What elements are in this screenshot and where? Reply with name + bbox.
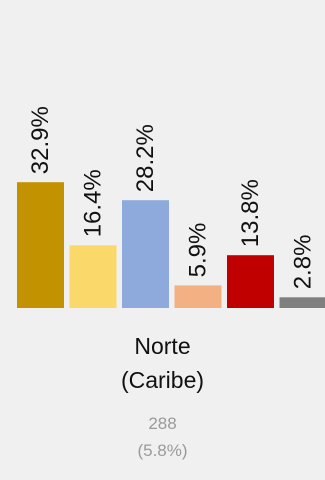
bar-value-label-6: 2.8% <box>290 235 317 290</box>
count-value: 288 <box>0 412 325 436</box>
region-label-line2: (Caribe) <box>0 365 325 396</box>
bar-2 <box>70 245 117 308</box>
bar-1 <box>17 182 64 308</box>
bar-6 <box>280 297 325 308</box>
bar-4 <box>175 285 222 308</box>
region-label-line1: Norte <box>0 331 325 362</box>
bar-3 <box>122 200 169 308</box>
bar-value-label-1: 32.9% <box>27 106 54 174</box>
bar-value-label-4: 5.9% <box>185 223 212 278</box>
bar-5 <box>227 255 274 308</box>
bar-value-label-5: 13.8% <box>237 179 264 247</box>
bar-value-label-2: 16.4% <box>80 169 107 237</box>
bar-value-label-3: 28.2% <box>132 124 159 192</box>
count-percentage: (5.8%) <box>0 439 325 463</box>
